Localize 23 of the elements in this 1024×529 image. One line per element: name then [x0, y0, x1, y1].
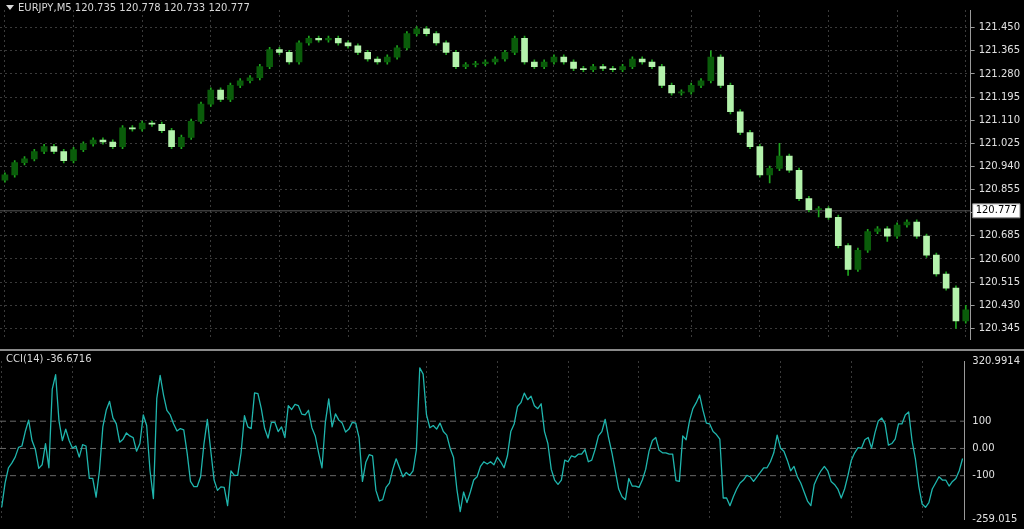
candlestick	[815, 206, 823, 218]
y-tick-label: 120.685	[978, 229, 1021, 241]
y-tick-label: 120.600	[978, 252, 1021, 264]
y-tick-label: 0.00	[972, 442, 995, 454]
y-tick-label: 120.855	[978, 183, 1021, 195]
y-tick-label: 121.365	[978, 44, 1021, 56]
y-tick-label: 120.430	[978, 298, 1021, 310]
y-tick-label: 121.280	[978, 67, 1021, 79]
y-tick-label: 100	[972, 414, 992, 426]
chart-title: EURJPY,M5 120.735 120.778 120.733 120.777	[18, 2, 250, 13]
ref-line-label: 120.777	[975, 204, 1018, 216]
y-tick-label: 120.515	[978, 275, 1021, 287]
y-tick-label: 121.110	[978, 113, 1021, 125]
y-tick-label: 120.940	[978, 160, 1021, 172]
y-tick-label: -259.015	[972, 512, 1018, 524]
candlestick	[481, 59, 489, 67]
y-tick-label: -100	[972, 469, 995, 481]
y-tick-label: 121.450	[978, 21, 1021, 33]
chart-title: CCI(14) -36.6716	[6, 353, 92, 364]
y-tick-label: 320.9914	[972, 354, 1020, 366]
y-tick-label: 120.345	[978, 321, 1021, 333]
y-tick-label: 121.025	[978, 136, 1021, 148]
y-tick-label: 121.195	[978, 90, 1021, 102]
